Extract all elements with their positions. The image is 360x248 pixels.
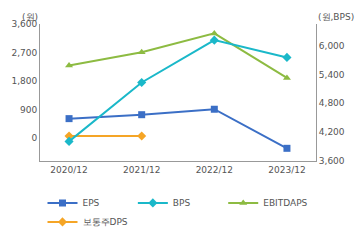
svg-text:BPS: BPS	[173, 198, 191, 208]
svg-text:3,600: 3,600	[319, 156, 345, 166]
svg-text:900: 900	[20, 105, 37, 115]
svg-text:EPS: EPS	[83, 198, 100, 208]
svg-text:2023/12: 2023/12	[268, 165, 305, 175]
svg-text:1,800: 1,800	[11, 76, 37, 86]
svg-text:EBITDAPS: EBITDAPS	[263, 198, 307, 208]
svg-text:5,400: 5,400	[319, 70, 345, 80]
svg-text:2022/12: 2022/12	[196, 165, 233, 175]
svg-text:6,000: 6,000	[319, 41, 345, 51]
svg-text:2,700: 2,700	[11, 48, 37, 58]
svg-text:(원,BPS): (원,BPS)	[318, 12, 354, 22]
svg-text:2021/12: 2021/12	[123, 165, 160, 175]
svg-text:4,200: 4,200	[319, 127, 345, 137]
svg-text:(원): (원)	[22, 12, 38, 22]
svg-text:3,600: 3,600	[11, 19, 37, 29]
svg-text:0: 0	[31, 133, 37, 143]
svg-text:2020/12: 2020/12	[50, 165, 87, 175]
svg-text:보통주DPS: 보통주DPS	[83, 217, 128, 227]
svg-text:4,800: 4,800	[319, 98, 345, 108]
